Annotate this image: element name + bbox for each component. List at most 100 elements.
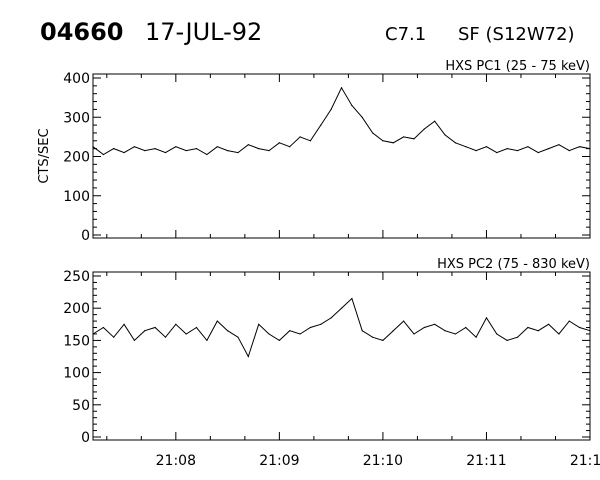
data-point bbox=[568, 150, 570, 152]
data-point bbox=[382, 140, 384, 142]
data-point bbox=[454, 333, 456, 335]
data-point bbox=[102, 326, 104, 329]
data-point bbox=[506, 339, 508, 341]
data-point bbox=[309, 140, 312, 142]
y-tick-label: 100 bbox=[63, 366, 90, 382]
series-line bbox=[92, 297, 591, 358]
data-point bbox=[92, 333, 94, 335]
data-point bbox=[309, 326, 312, 329]
data-point bbox=[444, 134, 446, 136]
data-point bbox=[465, 146, 467, 148]
y-tick-label: 100 bbox=[63, 189, 90, 205]
data-point bbox=[392, 142, 394, 144]
data-point bbox=[454, 142, 456, 144]
data-point bbox=[164, 336, 167, 338]
data-point bbox=[434, 323, 436, 325]
data-point bbox=[361, 330, 363, 332]
x-tick-label: 21:09 bbox=[259, 453, 299, 469]
data-point bbox=[299, 136, 301, 138]
data-point bbox=[144, 330, 146, 332]
event-id: 04660 bbox=[40, 18, 124, 46]
data-point bbox=[237, 151, 239, 154]
data-point bbox=[289, 330, 291, 332]
data-point bbox=[361, 116, 363, 118]
data-point bbox=[340, 87, 343, 89]
data-point bbox=[216, 320, 218, 322]
y-axis-label: CTS/SEC bbox=[37, 128, 52, 183]
data-point bbox=[371, 336, 374, 338]
data-point bbox=[289, 146, 291, 148]
data-point bbox=[403, 136, 405, 138]
plot-frame bbox=[92, 271, 591, 441]
data-point bbox=[206, 153, 208, 156]
data-point bbox=[123, 323, 125, 325]
data-point bbox=[589, 330, 591, 332]
x-tick-label: 21:12 bbox=[570, 453, 600, 469]
y-tick-label: 50 bbox=[72, 398, 90, 414]
data-point bbox=[444, 330, 446, 332]
data-point bbox=[537, 330, 539, 332]
y-tick-label: 200 bbox=[63, 301, 90, 317]
data-point bbox=[185, 150, 187, 152]
data-point bbox=[195, 326, 198, 329]
data-point bbox=[589, 148, 591, 150]
data-point bbox=[278, 142, 280, 144]
data-point bbox=[247, 355, 249, 358]
data-point bbox=[237, 336, 239, 338]
data-point bbox=[392, 330, 394, 332]
data-point bbox=[403, 320, 405, 322]
data-point bbox=[320, 323, 322, 325]
series-line bbox=[92, 86, 591, 156]
data-point bbox=[92, 146, 94, 148]
data-point bbox=[485, 317, 488, 319]
data-point bbox=[547, 148, 550, 150]
data-point bbox=[413, 333, 415, 335]
data-point bbox=[258, 148, 260, 150]
data-point bbox=[195, 148, 198, 150]
data-point bbox=[330, 317, 332, 319]
y-tick-label: 0 bbox=[81, 430, 90, 446]
data-point bbox=[537, 151, 539, 154]
data-point bbox=[413, 138, 415, 140]
data-point bbox=[558, 144, 560, 146]
data-point bbox=[102, 153, 104, 156]
data-point bbox=[485, 146, 488, 148]
y-tick-label: 250 bbox=[63, 269, 90, 285]
x-tick-label: 21:11 bbox=[466, 453, 506, 469]
data-point bbox=[527, 326, 529, 329]
data-point bbox=[475, 150, 477, 152]
data-point bbox=[382, 339, 384, 341]
data-point bbox=[423, 326, 425, 329]
data-point bbox=[465, 326, 467, 329]
data-point bbox=[268, 333, 270, 335]
data-point bbox=[351, 297, 353, 300]
data-point bbox=[154, 148, 156, 150]
data-point bbox=[216, 146, 218, 148]
event-date: 17-JUL-92 bbox=[145, 18, 262, 46]
data-point bbox=[496, 151, 498, 154]
data-point bbox=[175, 323, 177, 325]
data-point bbox=[516, 336, 519, 338]
y-tick-label: 200 bbox=[63, 150, 90, 166]
plot-frame bbox=[92, 73, 591, 239]
data-point bbox=[268, 150, 270, 152]
panel-2: HXS PC2 (75 - 830 keV) 0 50 100 150 200 250 21:… bbox=[63, 257, 600, 469]
data-point bbox=[527, 146, 529, 148]
data-point bbox=[558, 333, 560, 335]
y-tick-label: 300 bbox=[63, 110, 90, 126]
data-point bbox=[133, 339, 136, 341]
data-point bbox=[579, 146, 581, 148]
data-point bbox=[506, 148, 508, 150]
data-point bbox=[496, 333, 498, 335]
data-point bbox=[123, 151, 125, 154]
data-point bbox=[113, 336, 115, 338]
goes-class: C7.1 bbox=[385, 24, 426, 45]
data-point bbox=[144, 150, 146, 152]
data-point bbox=[185, 333, 187, 335]
panel-title: HXS PC1 (25 - 75 keV) bbox=[445, 59, 590, 74]
data-point bbox=[475, 336, 477, 338]
data-point bbox=[154, 326, 156, 329]
y-tick-label: 400 bbox=[63, 71, 90, 87]
data-point bbox=[330, 108, 332, 110]
